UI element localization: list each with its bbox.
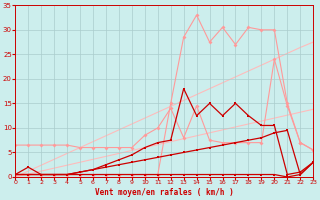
X-axis label: Vent moyen/en rafales ( km/h ): Vent moyen/en rafales ( km/h ) [95, 188, 234, 197]
